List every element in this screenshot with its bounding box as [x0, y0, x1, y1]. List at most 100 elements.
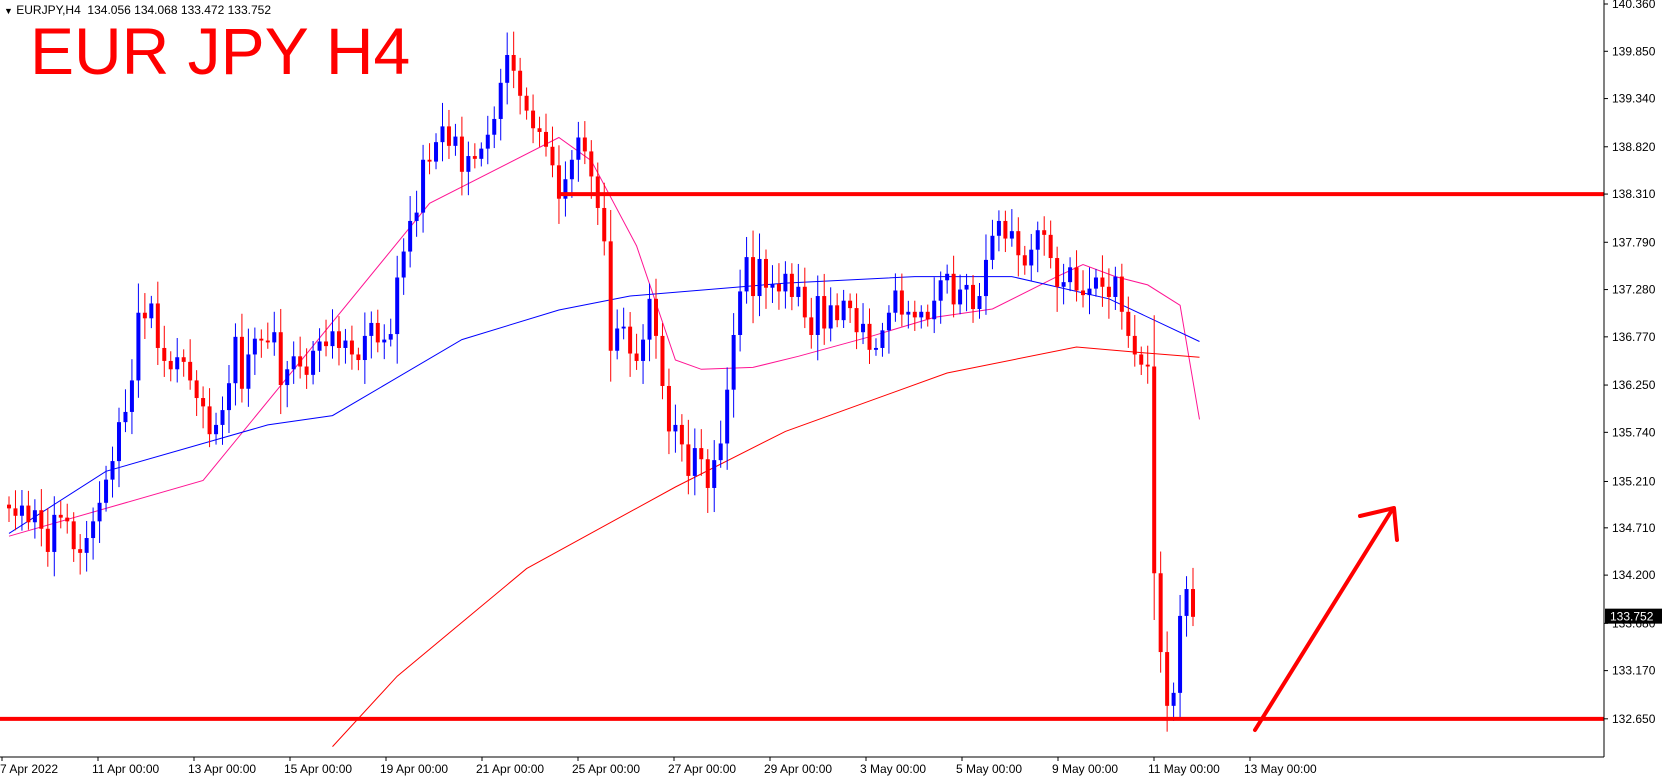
candle [207, 388, 212, 448]
candle-body [880, 330, 885, 348]
ohlc-open: 134.056 [87, 3, 131, 17]
candle [421, 144, 426, 233]
time-tick-label: 13 Apr 00:00 [188, 762, 256, 776]
moving-average-line-3 [332, 346, 1200, 747]
candle [1158, 551, 1163, 673]
time-tick-label: 7 Apr 2022 [0, 762, 58, 776]
candle [39, 489, 44, 547]
candle [608, 209, 613, 382]
candle [1009, 209, 1014, 247]
time-tick-label: 5 May 00:00 [956, 762, 1022, 776]
candle [110, 446, 115, 498]
candle [628, 312, 633, 377]
candle-body [1009, 231, 1014, 239]
candle-body [408, 220, 413, 252]
candle-body [239, 336, 244, 389]
candle-body [654, 298, 658, 336]
candle-body [621, 326, 626, 329]
candle-body [770, 283, 775, 288]
moving-average-line-2 [8, 276, 1200, 534]
candle [828, 287, 833, 342]
candle [401, 238, 406, 295]
candle [78, 534, 83, 575]
candle-body [65, 517, 70, 522]
candle-body [168, 360, 173, 370]
candle-body [848, 300, 853, 309]
price-tick-label: 139.340 [1612, 92, 1656, 106]
candle [1035, 221, 1040, 273]
time-tick-label: 11 May 00:00 [1148, 762, 1220, 776]
price-tick-label: 132.650 [1612, 712, 1656, 726]
candle [511, 31, 516, 89]
candle-body [1042, 230, 1047, 235]
candle [408, 196, 413, 268]
candle-body [194, 380, 199, 399]
candle-body [809, 317, 814, 335]
candle-body [272, 332, 277, 343]
candle-body [26, 505, 31, 523]
candle-body [246, 354, 251, 389]
candle-body [1035, 230, 1040, 250]
candle [220, 396, 225, 445]
candle-body [421, 159, 426, 213]
candle-body [634, 353, 639, 361]
candle-body [712, 460, 717, 488]
time-axis[interactable]: 7 Apr 2022 11 Apr 00:00 13 Apr 00:00 15 Apr… [0, 757, 1317, 776]
time-tick-label: 3 May 00:00 [860, 762, 926, 776]
candle-body [641, 339, 646, 361]
candle-body [1191, 589, 1196, 617]
candles [7, 31, 1196, 732]
candle-body [673, 424, 678, 432]
dropdown-triangle-icon[interactable]: ▼ [4, 6, 13, 16]
candle-body [1165, 652, 1170, 706]
candle [233, 323, 238, 406]
time-tick-label: 25 Apr 00:00 [572, 762, 640, 776]
candle-body [783, 273, 788, 292]
candle [427, 143, 432, 175]
candle [686, 419, 691, 495]
candle-body [531, 110, 536, 129]
candle-body [873, 347, 878, 350]
candle-body [278, 332, 283, 386]
time-tick-label: 27 Apr 00:00 [668, 762, 736, 776]
candle-body [886, 312, 891, 331]
candle [259, 329, 264, 358]
candle [899, 273, 904, 327]
candle [498, 68, 503, 141]
candle [26, 490, 31, 530]
candle-body [666, 385, 671, 432]
candle [446, 109, 451, 159]
candle-body [1139, 354, 1144, 365]
candle [1126, 296, 1131, 348]
candle-body [1055, 258, 1060, 287]
candle [789, 263, 794, 311]
candle [757, 233, 762, 317]
candle-body [220, 410, 225, 425]
candle-body [589, 151, 594, 177]
candle [226, 365, 231, 434]
candle-body [343, 340, 348, 348]
candle-body [188, 361, 193, 381]
price-tick-label: 138.310 [1612, 187, 1656, 201]
candle [45, 508, 50, 567]
candle [1016, 217, 1021, 277]
candle [32, 499, 37, 539]
price-tick-label: 137.280 [1612, 283, 1656, 297]
candle-body [39, 510, 44, 529]
candle-body [751, 257, 756, 297]
candle-body [492, 118, 497, 135]
candle-body [136, 312, 141, 381]
candle-body [362, 335, 367, 361]
price-tick-label: 139.850 [1612, 44, 1656, 58]
candle-body [854, 308, 859, 333]
candle-body [78, 549, 83, 553]
candle [783, 261, 788, 309]
candle-body [893, 290, 898, 313]
candle [550, 126, 555, 178]
candle [336, 316, 341, 366]
candle-body [285, 369, 290, 386]
candle-body [446, 126, 451, 146]
candle [861, 303, 866, 345]
candle-body [1100, 277, 1105, 287]
